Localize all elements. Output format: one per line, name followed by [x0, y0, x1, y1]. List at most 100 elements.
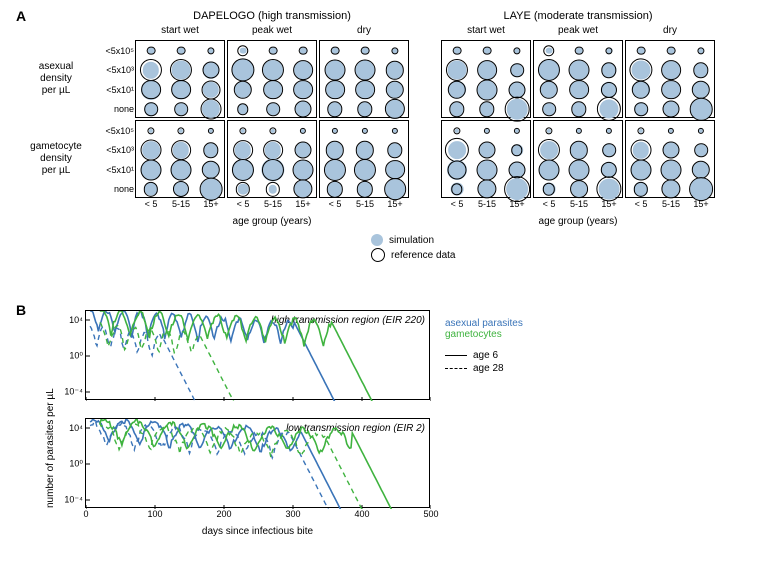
y-tick-label: 10⁰	[69, 351, 86, 362]
bubble-ref	[140, 59, 162, 81]
x-tick-label: < 5	[329, 197, 342, 209]
row-label: gametocytedensityper µL	[16, 141, 96, 177]
bubble-ref	[667, 46, 676, 55]
bubble-ref	[233, 140, 253, 160]
bubble-ref	[576, 128, 582, 134]
bubble-ref	[202, 80, 221, 99]
line-chart: low transmission region (EIR 2)10⁻⁴10⁰10…	[85, 418, 430, 508]
x-tick-label: 5-15	[662, 197, 680, 209]
season-header: start wet	[441, 25, 531, 36]
bubble-ref	[693, 63, 708, 78]
chart-svg	[86, 311, 431, 401]
bubble-ref	[477, 180, 496, 199]
bubble-ref	[570, 180, 588, 198]
season-header: peak wet	[227, 25, 317, 36]
y-tick-label: 10⁴	[69, 315, 86, 325]
bubble-ref	[538, 59, 560, 81]
bubble-ref	[331, 46, 340, 55]
bubble-ref	[147, 127, 154, 134]
bubble-ref	[357, 181, 373, 197]
bubble-ref	[597, 97, 621, 121]
legend-ref-icon	[371, 248, 385, 262]
bubble-ref	[141, 159, 162, 180]
legend-solid: age 6	[445, 350, 523, 361]
y-tick-label: <5x10¹	[106, 165, 136, 175]
x-tick-label: < 5	[451, 197, 464, 209]
bubble-ref	[147, 46, 156, 55]
bubble-ref	[542, 102, 556, 116]
bubble-ref	[540, 81, 558, 99]
bubble-ref	[479, 102, 494, 117]
bubble-ref	[484, 128, 490, 134]
bubble-ref	[385, 160, 405, 180]
site-header: DAPELOGO (high transmission)	[135, 10, 409, 22]
y-axis-label: number of parasites per µL	[45, 388, 56, 508]
x-tick-label: 0	[83, 507, 88, 519]
bubble-ref	[200, 178, 223, 201]
x-axis-label: days since infectious bite	[85, 526, 430, 537]
bubble-ref	[510, 63, 524, 77]
bubble-ref	[570, 141, 588, 159]
x-tick-label: 5-15	[356, 197, 374, 209]
bubble-ref	[141, 80, 161, 100]
legend-sim-icon	[371, 234, 383, 246]
bubble-ref	[601, 63, 616, 78]
season-header: dry	[319, 25, 409, 36]
chart-svg	[86, 419, 431, 509]
bubble-ref	[631, 140, 652, 161]
bubble-ref	[325, 60, 346, 81]
bubble-ref	[357, 102, 372, 117]
bubble-ref	[327, 102, 342, 117]
bubble-ref	[237, 104, 248, 115]
bubble-ref	[293, 60, 313, 80]
bubble-ref	[602, 143, 616, 157]
legend-asex: asexual parasites	[445, 318, 523, 329]
bubble-ref	[171, 80, 191, 100]
row-label: asexualdensityper µL	[16, 61, 96, 97]
bubble-ref	[637, 46, 646, 55]
x-tick-label: 400	[354, 507, 369, 519]
panel-a: DAPELOGO (high transmission)start wetpea…	[30, 10, 750, 270]
bubble-ref	[299, 46, 308, 55]
bubble-ref	[355, 80, 375, 100]
y-tick-label: 10⁻⁴	[64, 495, 86, 506]
bubble-ref	[385, 99, 405, 119]
bubble-ref	[631, 159, 652, 180]
legend-ref-label: reference data	[391, 250, 456, 261]
bubble-cell	[319, 40, 409, 118]
season-header: dry	[625, 25, 715, 36]
bubble-ref	[177, 127, 184, 134]
bubble-ref	[269, 46, 278, 55]
bubble-ref	[171, 140, 191, 160]
bubble-ref	[295, 142, 312, 159]
series-line	[100, 423, 364, 509]
bubble-ref	[601, 162, 617, 178]
bubble-ref	[596, 177, 621, 202]
bubble-ref	[543, 45, 554, 56]
x-tick-label: 5-15	[264, 197, 282, 209]
y-tick-label: <5x10⁵	[105, 46, 136, 56]
bubble-ref	[629, 59, 652, 82]
bubble-ref	[606, 128, 612, 134]
x-tick-label: 100	[147, 507, 162, 519]
x-tick-label: 300	[285, 507, 300, 519]
bubble-ref	[453, 46, 462, 55]
bubble-ref	[668, 128, 674, 134]
bubble-ref	[477, 79, 498, 100]
bubble-ref	[293, 80, 313, 100]
bubble-ref	[141, 140, 162, 161]
bubble-ref	[569, 80, 589, 100]
bubble-ref	[174, 102, 188, 116]
bubble-cell: < 55-1515+	[441, 120, 531, 198]
bubble-ref	[202, 161, 220, 179]
x-tick-label: < 5	[237, 197, 250, 209]
x-tick-label: 5-15	[570, 197, 588, 209]
bubble-ref	[386, 61, 404, 79]
season-header: peak wet	[533, 25, 623, 36]
bubble-ref	[262, 59, 284, 81]
figure: A DAPELOGO (high transmission)start wetp…	[0, 0, 779, 586]
panel-b-label: B	[16, 302, 26, 318]
bubble-cell	[625, 40, 715, 118]
bubble-ref	[448, 160, 467, 179]
bubble-ref	[392, 128, 398, 134]
